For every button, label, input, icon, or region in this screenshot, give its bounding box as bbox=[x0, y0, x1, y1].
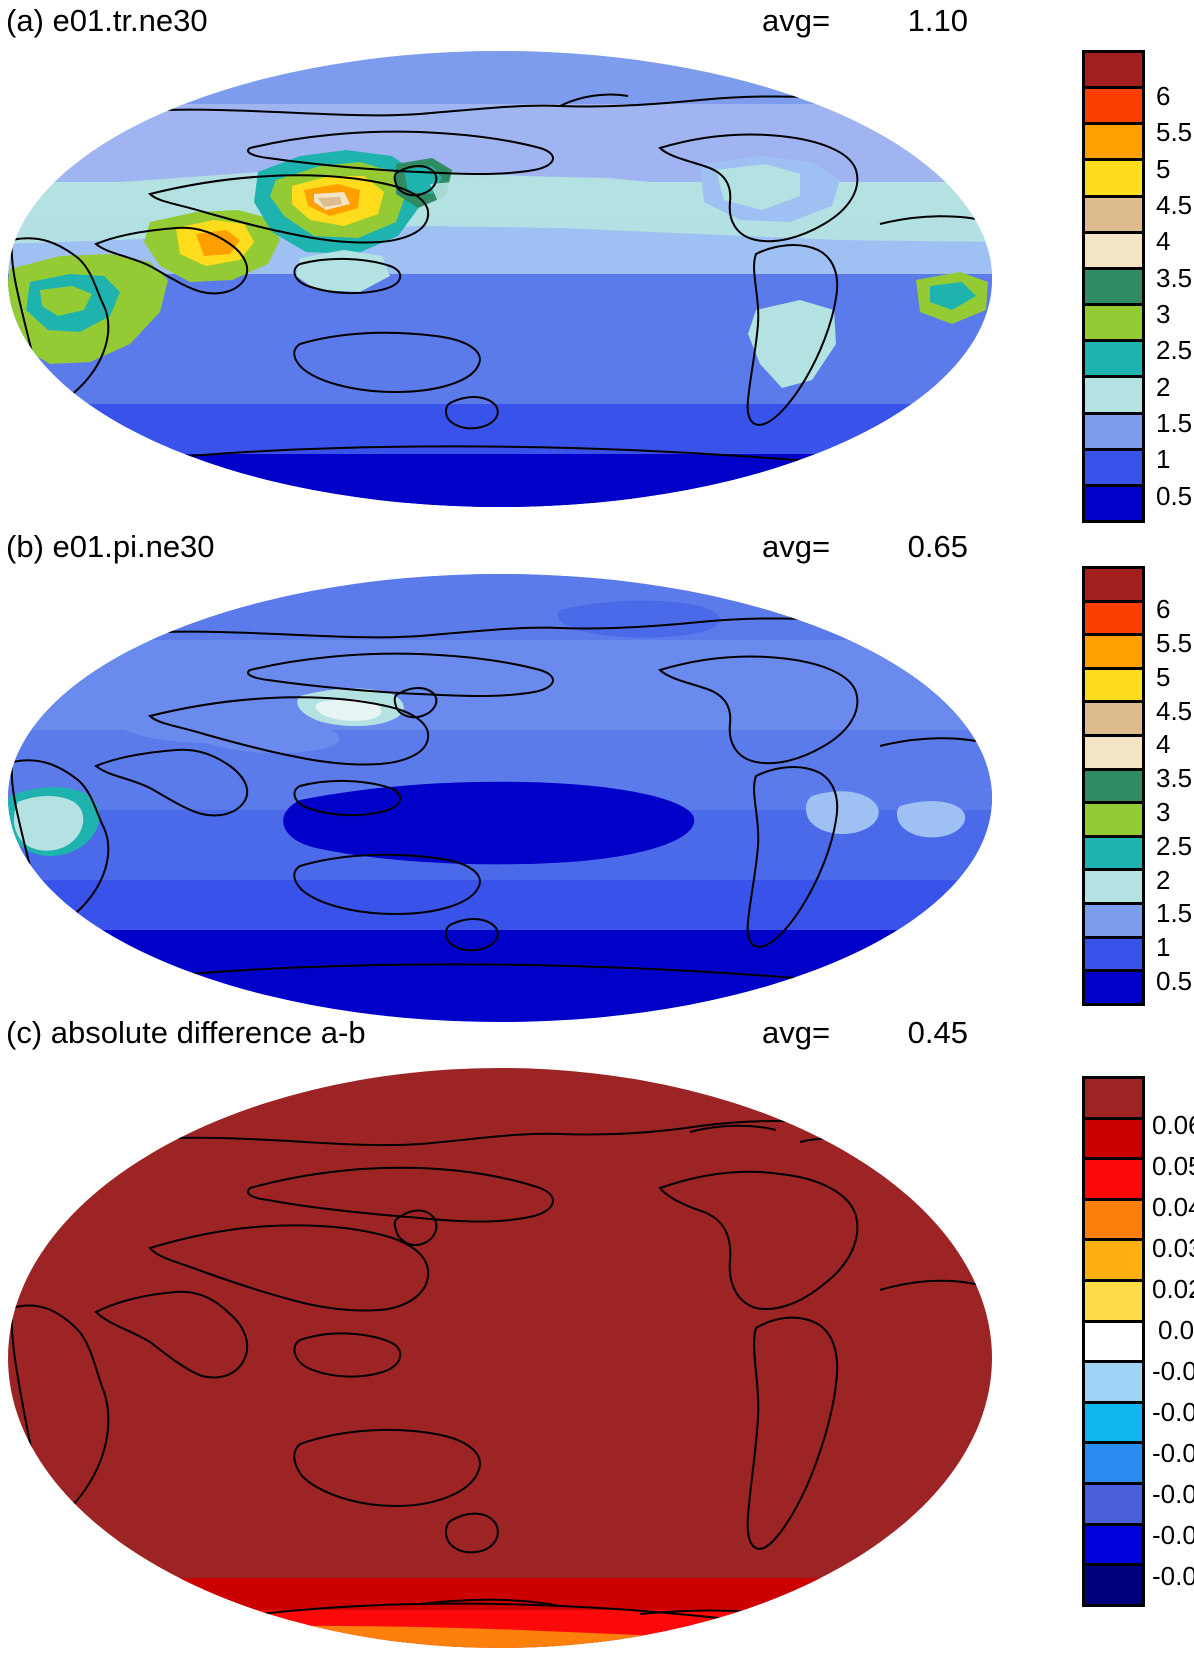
colorbar-b-tick: 4 bbox=[1156, 729, 1171, 759]
colorbar-a-band bbox=[1085, 197, 1142, 234]
panel-a-avg-label: avg= bbox=[762, 3, 831, 38]
colorbar-b bbox=[1082, 566, 1145, 1006]
colorbar-a-band bbox=[1085, 378, 1142, 415]
panel-a-map bbox=[0, 44, 1000, 514]
colorbar-c-tick: 0.03 bbox=[1152, 1233, 1194, 1263]
colorbar-a-band bbox=[1085, 414, 1142, 451]
panel-b-map-svg bbox=[8, 574, 992, 1022]
colorbar-a-tick: 3 bbox=[1156, 299, 1171, 329]
colorbar-c-ticks: 0.06 0.05 0.04 0.03 0.02 0.01 -0.01 -0.0… bbox=[1152, 1076, 1194, 1607]
colorbar-a-tick: 4 bbox=[1156, 226, 1171, 256]
colorbar-c-band bbox=[1085, 1444, 1142, 1486]
colorbar-b-band bbox=[1085, 972, 1142, 1003]
colorbar-b-band bbox=[1085, 871, 1142, 906]
panel-b-avg-label: avg= bbox=[762, 529, 831, 564]
colorbar-c-band bbox=[1085, 1525, 1142, 1567]
colorbar-a-tick: 4.5 bbox=[1156, 190, 1193, 220]
colorbar-c-band bbox=[1085, 1119, 1142, 1161]
colorbar-a-band bbox=[1085, 89, 1142, 126]
colorbar-c-tick: -0.04 bbox=[1152, 1479, 1194, 1509]
panel-a-title: (a) e01.tr.ne30 bbox=[6, 3, 208, 38]
colorbar-c-tick: 0.04 bbox=[1152, 1192, 1194, 1222]
colorbar-b-tick: 3.5 bbox=[1156, 763, 1193, 793]
colorbar-a-ticks: 6 5.5 5 4.5 4 3.5 3 2.5 2 1.5 1 0.5 bbox=[1156, 50, 1194, 523]
colorbar-c-tick: -0.06 bbox=[1152, 1561, 1194, 1591]
colorbar-c-band bbox=[1085, 1363, 1142, 1404]
colorbar-a-tick: 1 bbox=[1156, 444, 1171, 474]
colorbar-a-band bbox=[1085, 342, 1142, 379]
colorbar-b-tick: 5.5 bbox=[1156, 628, 1193, 658]
colorbar-a-band bbox=[1085, 161, 1142, 198]
colorbar-c-band bbox=[1085, 1403, 1142, 1445]
colorbar-c-tick: -0.01 bbox=[1152, 1356, 1194, 1386]
colorbar-a-tick: 2.5 bbox=[1156, 335, 1193, 365]
panel-b-title-row: (b) e01.pi.ne30 avg= 0.65 bbox=[0, 528, 1194, 566]
colorbar-b-band bbox=[1085, 703, 1142, 738]
colorbar-a-tick: 1.5 bbox=[1156, 408, 1193, 438]
colorbar-c-tick: 0.06 bbox=[1152, 1110, 1194, 1140]
panel-c-map-svg bbox=[8, 1068, 992, 1648]
colorbar-c-band bbox=[1085, 1200, 1142, 1242]
colorbar-b-tick: 2.5 bbox=[1156, 831, 1193, 861]
colorbar-b-tick: 4.5 bbox=[1156, 696, 1193, 726]
colorbar-a-tick: 5 bbox=[1156, 154, 1171, 184]
colorbar-a-band bbox=[1085, 306, 1142, 343]
panel-c-avg-value: 0.45 bbox=[907, 1015, 968, 1050]
colorbar-b-tick: 5 bbox=[1156, 662, 1171, 692]
colorbar-b-band bbox=[1085, 636, 1142, 670]
colorbar-a-band bbox=[1085, 53, 1142, 90]
colorbar-b-tick: 1 bbox=[1156, 932, 1171, 962]
colorbar-b-tick: 1.5 bbox=[1156, 898, 1193, 928]
colorbar-b-ticks: 6 5.5 5 4.5 4 3.5 3 2.5 2 1.5 1 0.5 bbox=[1156, 566, 1194, 1006]
panel-c-title: (c) absolute difference a-b bbox=[6, 1015, 366, 1050]
colorbar-c bbox=[1082, 1076, 1145, 1607]
colorbar-b-tick: 0.5 bbox=[1156, 966, 1193, 996]
colorbar-c-tick: -0.05 bbox=[1152, 1520, 1194, 1550]
colorbar-b-band bbox=[1085, 804, 1142, 838]
panel-b-title: (b) e01.pi.ne30 bbox=[6, 529, 215, 564]
colorbar-a-band bbox=[1085, 269, 1142, 307]
colorbar-a-tick: 2 bbox=[1156, 372, 1171, 402]
colorbar-c-band bbox=[1085, 1322, 1142, 1364]
colorbar-b-band bbox=[1085, 737, 1142, 771]
colorbar-a-tick: 6 bbox=[1156, 81, 1171, 111]
panel-c-title-row: (c) absolute difference a-b avg= 0.45 bbox=[0, 1014, 1194, 1052]
colorbar-b-band bbox=[1085, 770, 1142, 805]
colorbar-b-band bbox=[1085, 905, 1142, 939]
colorbar-c-band bbox=[1085, 1282, 1142, 1323]
colorbar-b-band bbox=[1085, 938, 1142, 973]
colorbar-b-tick: 6 bbox=[1156, 594, 1171, 624]
colorbar-b-tick: 2 bbox=[1156, 865, 1171, 895]
panel-b-map bbox=[0, 570, 1000, 1030]
colorbar-c-tick: 0.05 bbox=[1152, 1151, 1194, 1181]
colorbar-a-tick: 3.5 bbox=[1156, 263, 1193, 293]
colorbar-c-tick: -0.03 bbox=[1152, 1438, 1194, 1468]
colorbar-b-band bbox=[1085, 569, 1142, 603]
panel-b-avg-value: 0.65 bbox=[907, 529, 968, 564]
colorbar-c-band bbox=[1085, 1160, 1142, 1201]
colorbar-b-band bbox=[1085, 837, 1142, 872]
colorbar-b-band bbox=[1085, 669, 1142, 704]
colorbar-c-tick: 0.01 bbox=[1158, 1315, 1194, 1345]
colorbar-c-tick: -0.02 bbox=[1152, 1397, 1194, 1427]
colorbar-c-tick: 0.02 bbox=[1152, 1274, 1194, 1304]
panel-c-map bbox=[0, 1058, 1000, 1677]
panel-c-avg-label: avg= bbox=[762, 1015, 831, 1050]
panel-a-map-svg bbox=[8, 51, 992, 507]
colorbar-c-band bbox=[1085, 1566, 1142, 1604]
colorbar-b-band bbox=[1085, 602, 1142, 637]
colorbar-a-tick: 5.5 bbox=[1156, 117, 1193, 147]
colorbar-c-band bbox=[1085, 1241, 1142, 1283]
colorbar-a-tick: 0.5 bbox=[1156, 481, 1193, 511]
colorbar-b-tick: 3 bbox=[1156, 797, 1171, 827]
panel-a-avg-value: 1.10 bbox=[907, 3, 968, 38]
colorbar-a-band bbox=[1085, 450, 1142, 487]
colorbar-a-band bbox=[1085, 125, 1142, 162]
panel-a-title-row: (a) e01.tr.ne30 avg= 1.10 bbox=[0, 2, 1194, 40]
colorbar-c-band bbox=[1085, 1485, 1142, 1526]
colorbar-a-band bbox=[1085, 486, 1142, 521]
colorbar-c-band bbox=[1085, 1079, 1142, 1120]
colorbar-a-band bbox=[1085, 233, 1142, 270]
colorbar-a bbox=[1082, 50, 1145, 523]
